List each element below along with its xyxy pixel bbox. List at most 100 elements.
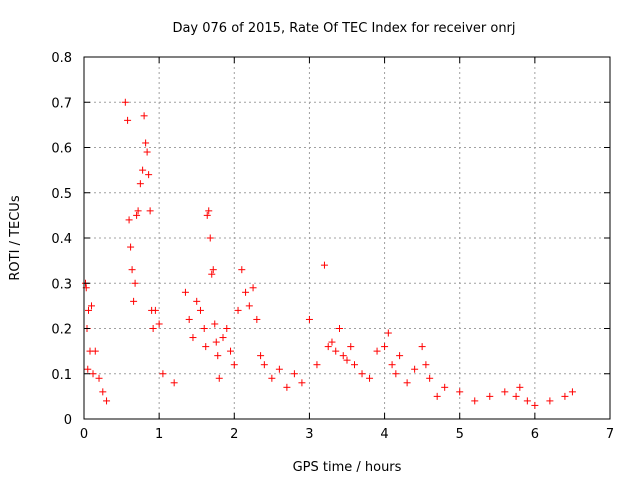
data-point	[347, 343, 355, 351]
data-point	[143, 148, 151, 156]
data-point	[131, 279, 139, 287]
data-point	[512, 392, 520, 400]
data-point	[366, 374, 374, 382]
data-point	[283, 383, 291, 391]
y-tick-label: 0.7	[51, 96, 72, 111]
data-point	[456, 388, 464, 396]
data-point	[403, 379, 411, 387]
data-point	[134, 207, 142, 215]
data-point	[181, 288, 189, 296]
data-point	[339, 352, 347, 360]
data-point	[324, 343, 332, 351]
data-point	[568, 388, 576, 396]
data-point	[208, 270, 216, 278]
data-point	[351, 361, 359, 369]
x-tick-label: 6	[531, 427, 539, 442]
plot-frame	[83, 56, 611, 420]
data-point	[422, 361, 430, 369]
data-point	[516, 383, 524, 391]
x-axis-label: GPS time / hours	[293, 460, 402, 475]
y-tick-label: 0.1	[51, 368, 72, 383]
x-tick-label: 2	[230, 427, 238, 442]
data-point	[501, 388, 509, 396]
data-point	[249, 284, 257, 292]
data-point	[328, 338, 336, 346]
data-point	[130, 297, 138, 305]
data-point	[124, 116, 132, 124]
data-point	[320, 261, 328, 269]
data-point	[215, 374, 223, 382]
data-point	[260, 361, 268, 369]
data-point	[159, 370, 167, 378]
data-point	[189, 334, 197, 342]
data-point	[125, 216, 133, 224]
data-point	[206, 234, 214, 242]
data-point	[170, 379, 178, 387]
y-axis-label: ROTI / TECUs	[8, 195, 23, 280]
data-point	[441, 383, 449, 391]
y-tick-label: 0.3	[51, 277, 72, 292]
data-point	[146, 207, 154, 215]
data-point	[268, 374, 276, 382]
data-point	[335, 325, 343, 332]
data-point	[223, 325, 231, 332]
data-point	[185, 315, 193, 323]
data-point	[142, 139, 150, 147]
data-point	[253, 315, 261, 323]
data-markers	[82, 98, 576, 409]
data-point	[298, 379, 306, 387]
data-point	[234, 306, 242, 314]
data-point	[211, 320, 219, 328]
y-tick-label: 0.4	[51, 232, 72, 247]
data-point	[85, 306, 93, 314]
data-point	[242, 288, 250, 296]
data-point	[95, 374, 103, 382]
data-point	[332, 347, 340, 355]
y-tick-label: 0.5	[51, 187, 72, 202]
data-point	[230, 361, 238, 369]
data-point	[523, 397, 531, 405]
data-point	[486, 392, 494, 400]
data-point	[139, 166, 147, 174]
data-point	[145, 171, 153, 179]
x-tick-label: 1	[155, 427, 163, 442]
data-point	[203, 211, 211, 219]
data-point	[343, 356, 351, 364]
data-point	[381, 343, 389, 351]
data-point	[275, 365, 283, 373]
y-tick-label: 0.8	[51, 51, 72, 66]
data-point	[257, 352, 265, 360]
data-point	[193, 297, 201, 305]
axis-ticks: 0 1 2 3 4 5 6 7 0 0.1 0.2 0.3 0.4 0.5 0.6 0.7 0.8	[51, 51, 614, 442]
data-point	[202, 343, 210, 351]
y-tick-label: 0.6	[51, 142, 72, 157]
grid-lines	[84, 57, 610, 419]
data-point	[200, 325, 208, 332]
data-point	[140, 112, 148, 120]
data-point	[89, 370, 97, 378]
data-point	[561, 392, 569, 400]
data-point	[103, 397, 111, 405]
y-tick-label: 0	[64, 413, 72, 428]
data-point	[411, 365, 419, 373]
data-point	[219, 334, 227, 342]
data-point	[91, 347, 99, 355]
data-point	[418, 343, 426, 351]
data-point	[384, 329, 392, 337]
data-point	[205, 207, 213, 215]
data-point	[531, 401, 539, 409]
data-point	[426, 374, 434, 382]
data-point	[151, 306, 159, 314]
data-point	[290, 370, 298, 378]
data-point	[133, 211, 141, 219]
x-tick-label: 7	[606, 427, 614, 442]
data-point	[433, 392, 441, 400]
data-point	[127, 243, 135, 251]
data-point	[546, 397, 554, 405]
data-point	[245, 302, 253, 310]
data-point	[214, 352, 222, 360]
data-point	[392, 370, 400, 378]
data-point	[373, 347, 381, 355]
